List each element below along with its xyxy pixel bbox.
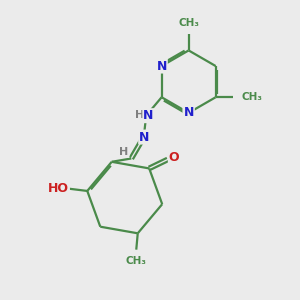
Text: N: N	[143, 109, 154, 122]
Text: O: O	[169, 151, 179, 164]
Text: CH₃: CH₃	[241, 92, 262, 102]
Text: HO: HO	[48, 182, 69, 195]
Text: H: H	[135, 110, 144, 120]
Text: N: N	[156, 59, 167, 73]
Text: CH₃: CH₃	[126, 256, 147, 266]
Text: H: H	[119, 147, 128, 157]
Text: CH₃: CH₃	[178, 18, 199, 28]
Text: N: N	[184, 106, 194, 119]
Text: N: N	[139, 130, 150, 144]
